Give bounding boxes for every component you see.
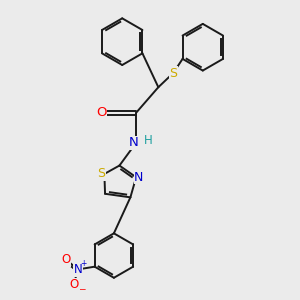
Text: O: O bbox=[61, 253, 70, 266]
Text: +: + bbox=[80, 260, 87, 268]
Text: O: O bbox=[96, 106, 106, 119]
Text: O: O bbox=[69, 278, 78, 292]
Text: S: S bbox=[169, 67, 177, 80]
Text: N: N bbox=[74, 263, 82, 276]
Text: −: − bbox=[78, 284, 85, 293]
Text: N: N bbox=[128, 136, 138, 149]
Text: H: H bbox=[144, 134, 153, 147]
Text: N: N bbox=[134, 171, 144, 184]
Text: S: S bbox=[97, 167, 105, 180]
